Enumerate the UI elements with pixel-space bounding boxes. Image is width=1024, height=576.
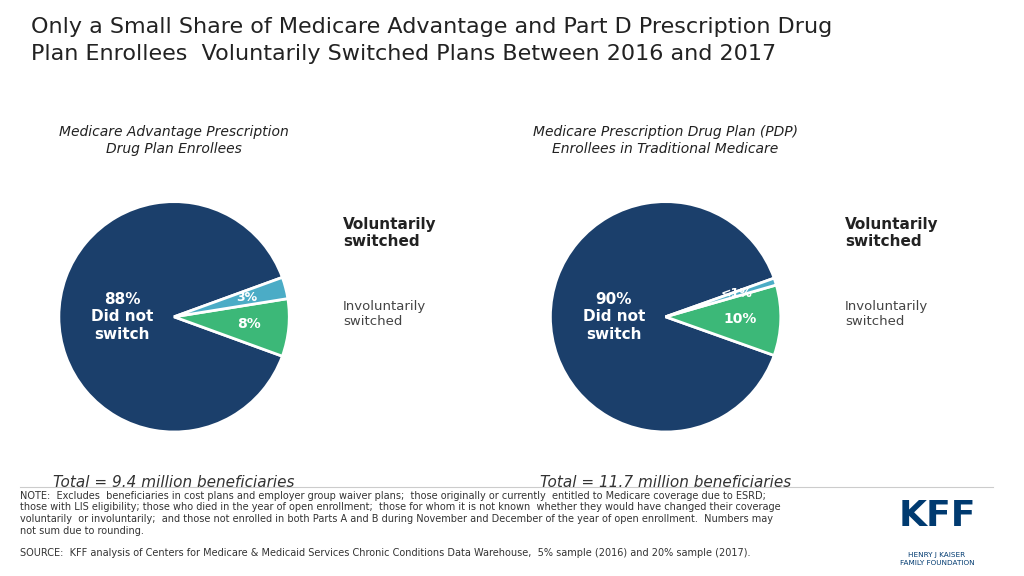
Text: Total = 11.7 million beneficiaries: Total = 11.7 million beneficiaries: [540, 475, 792, 490]
Text: 8%: 8%: [237, 317, 260, 331]
Wedge shape: [666, 285, 781, 355]
Text: Involuntarily
switched: Involuntarily switched: [343, 300, 426, 328]
Wedge shape: [666, 278, 776, 317]
Text: Total = 9.4 million beneficiaries: Total = 9.4 million beneficiaries: [53, 475, 295, 490]
Text: 10%: 10%: [724, 312, 757, 326]
Wedge shape: [58, 202, 283, 432]
Wedge shape: [551, 202, 774, 432]
Text: 3%: 3%: [236, 291, 257, 305]
Text: SOURCE:  KFF analysis of Centers for Medicare & Medicaid Services Chronic Condit: SOURCE: KFF analysis of Centers for Medi…: [20, 548, 751, 558]
Wedge shape: [174, 298, 289, 356]
Text: 90%
Did not
switch: 90% Did not switch: [583, 292, 645, 342]
Text: Involuntarily
switched: Involuntarily switched: [845, 300, 928, 328]
Text: Medicare Advantage Prescription
Drug Plan Enrollees: Medicare Advantage Prescription Drug Pla…: [59, 126, 289, 156]
Text: Voluntarily
switched: Voluntarily switched: [343, 217, 436, 249]
Wedge shape: [174, 278, 288, 317]
Text: Only a Small Share of Medicare Advantage and Part D Prescription Drug
Plan Enrol: Only a Small Share of Medicare Advantage…: [31, 17, 831, 64]
Text: NOTE:  Excludes  beneficiaries in cost plans and employer group waiver plans;  t: NOTE: Excludes beneficiaries in cost pla…: [20, 491, 781, 536]
Text: 88%
Did not
switch: 88% Did not switch: [91, 292, 154, 342]
Text: Medicare Prescription Drug Plan (PDP)
Enrollees in Traditional Medicare: Medicare Prescription Drug Plan (PDP) En…: [534, 126, 798, 156]
Text: Voluntarily
switched: Voluntarily switched: [845, 217, 938, 249]
Text: HENRY J KAISER
FAMILY FOUNDATION: HENRY J KAISER FAMILY FOUNDATION: [900, 552, 974, 566]
Text: <1%: <1%: [721, 287, 753, 300]
Text: KFF: KFF: [898, 499, 976, 533]
